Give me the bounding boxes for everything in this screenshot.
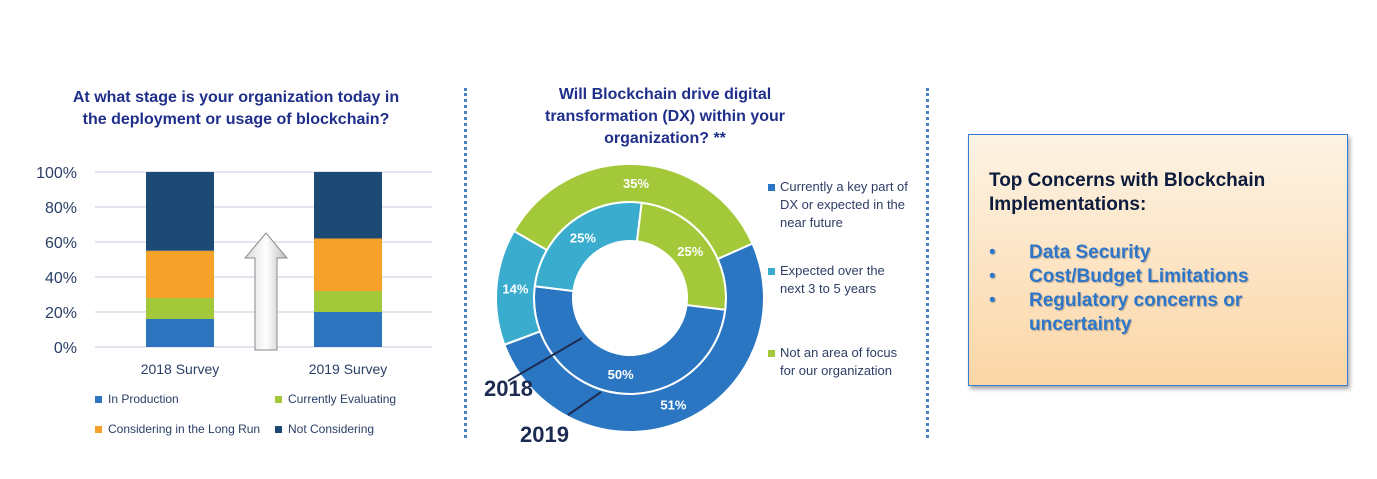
donut-chart-title: Will Blockchain drive digital transforma…	[545, 86, 785, 147]
concern-item: • Cost/Budget Limitations	[989, 265, 1339, 289]
bullet-icon: •	[989, 242, 996, 263]
legend-label: Expected over the next 3 to 5 years	[780, 263, 885, 296]
concerns-list: • Data Security • Cost/Budget Limitations …	[989, 241, 1339, 337]
y-tick-label: 20%	[45, 305, 77, 322]
y-tick-label: 100%	[36, 165, 77, 182]
legend-swatch	[275, 425, 282, 433]
legend-item: Considering in the Long Run	[95, 422, 260, 436]
legend-label: Considering in the Long Run	[108, 422, 261, 436]
bar-segment	[146, 319, 214, 347]
concern-item: • Regulatory concerns or uncertainty	[989, 289, 1339, 337]
donut-slice	[503, 242, 765, 433]
donut-data-label: 25%	[677, 244, 703, 259]
y-tick-label: 80%	[45, 200, 77, 217]
legend-swatch	[768, 268, 775, 275]
legend-item: Not Considering	[275, 422, 374, 436]
legend-label: Not Considering	[288, 422, 375, 436]
divider-left	[464, 88, 467, 438]
legend-swatch	[768, 350, 775, 357]
year-label-2019: 2019	[520, 422, 569, 447]
donut-data-label: 14%	[502, 281, 528, 296]
donut-legend-item: Currently a key part of DX or expected i…	[768, 178, 908, 232]
divider-right	[926, 88, 929, 438]
legend-label: Not an area of focus for our organizatio…	[780, 345, 898, 378]
bar-segment	[146, 172, 214, 251]
bullet-icon: •	[989, 290, 996, 311]
donut-chart: 50% 25% 25% 51% 14% 35%	[495, 163, 765, 433]
donut-data-label: 51%	[660, 397, 686, 412]
legend-label: Currently a key part of DX or expected i…	[780, 179, 908, 230]
x-category-label: 2019 Survey	[309, 361, 388, 377]
leader-line-2018	[507, 337, 583, 382]
bar-segment	[146, 298, 214, 319]
bar-segment	[314, 172, 382, 239]
donut-legend-item: Not an area of focus for our organizatio…	[768, 344, 908, 380]
y-tick-label: 40%	[45, 270, 77, 287]
bar-chart-title: At what stage is your organization today…	[72, 89, 400, 128]
legend-swatch	[95, 425, 102, 433]
legend-swatch	[768, 184, 775, 191]
donut-data-label: 25%	[570, 231, 596, 246]
bar-segment	[314, 238, 382, 291]
donut-legend-item: Expected over the next 3 to 5 years	[768, 262, 908, 298]
stacked-bar-chart: 0% 20% 40% 60% 80% 100% 2018 Survey 2019 Survey	[36, 165, 432, 377]
y-tick-label: 60%	[45, 235, 77, 252]
up-arrow-icon	[243, 232, 289, 351]
legend-label: In Production	[108, 392, 179, 406]
bar-segment	[314, 312, 382, 347]
legend-swatch	[275, 395, 282, 403]
year-label-2018: 2018	[484, 376, 533, 401]
legend-item: In Production	[95, 392, 179, 406]
legend-item: Currently Evaluating	[275, 392, 396, 406]
bar-segment	[314, 291, 382, 312]
concern-item: • Data Security	[989, 241, 1339, 265]
legend-swatch	[95, 395, 102, 403]
concerns-title: Top Concerns with Blockchain Implementat…	[989, 170, 1266, 215]
donut-data-label: 50%	[608, 367, 634, 382]
bar-segment	[146, 250, 214, 298]
donut-data-label: 35%	[623, 176, 649, 191]
bullet-icon: •	[989, 266, 996, 287]
top-concerns-box: Top Concerns with Blockchain Implementat…	[968, 134, 1348, 386]
leader-line-2019	[567, 391, 602, 416]
y-tick-label: 0%	[54, 340, 77, 357]
legend-label: Currently Evaluating	[288, 392, 397, 406]
concern-text: Cost/Budget Limitations	[1029, 266, 1249, 287]
concern-text: Regulatory concerns or uncertainty	[1029, 290, 1243, 335]
concern-text: Data Security	[1029, 242, 1151, 263]
x-category-label: 2018 Survey	[141, 361, 220, 377]
donut-slice	[512, 163, 754, 261]
